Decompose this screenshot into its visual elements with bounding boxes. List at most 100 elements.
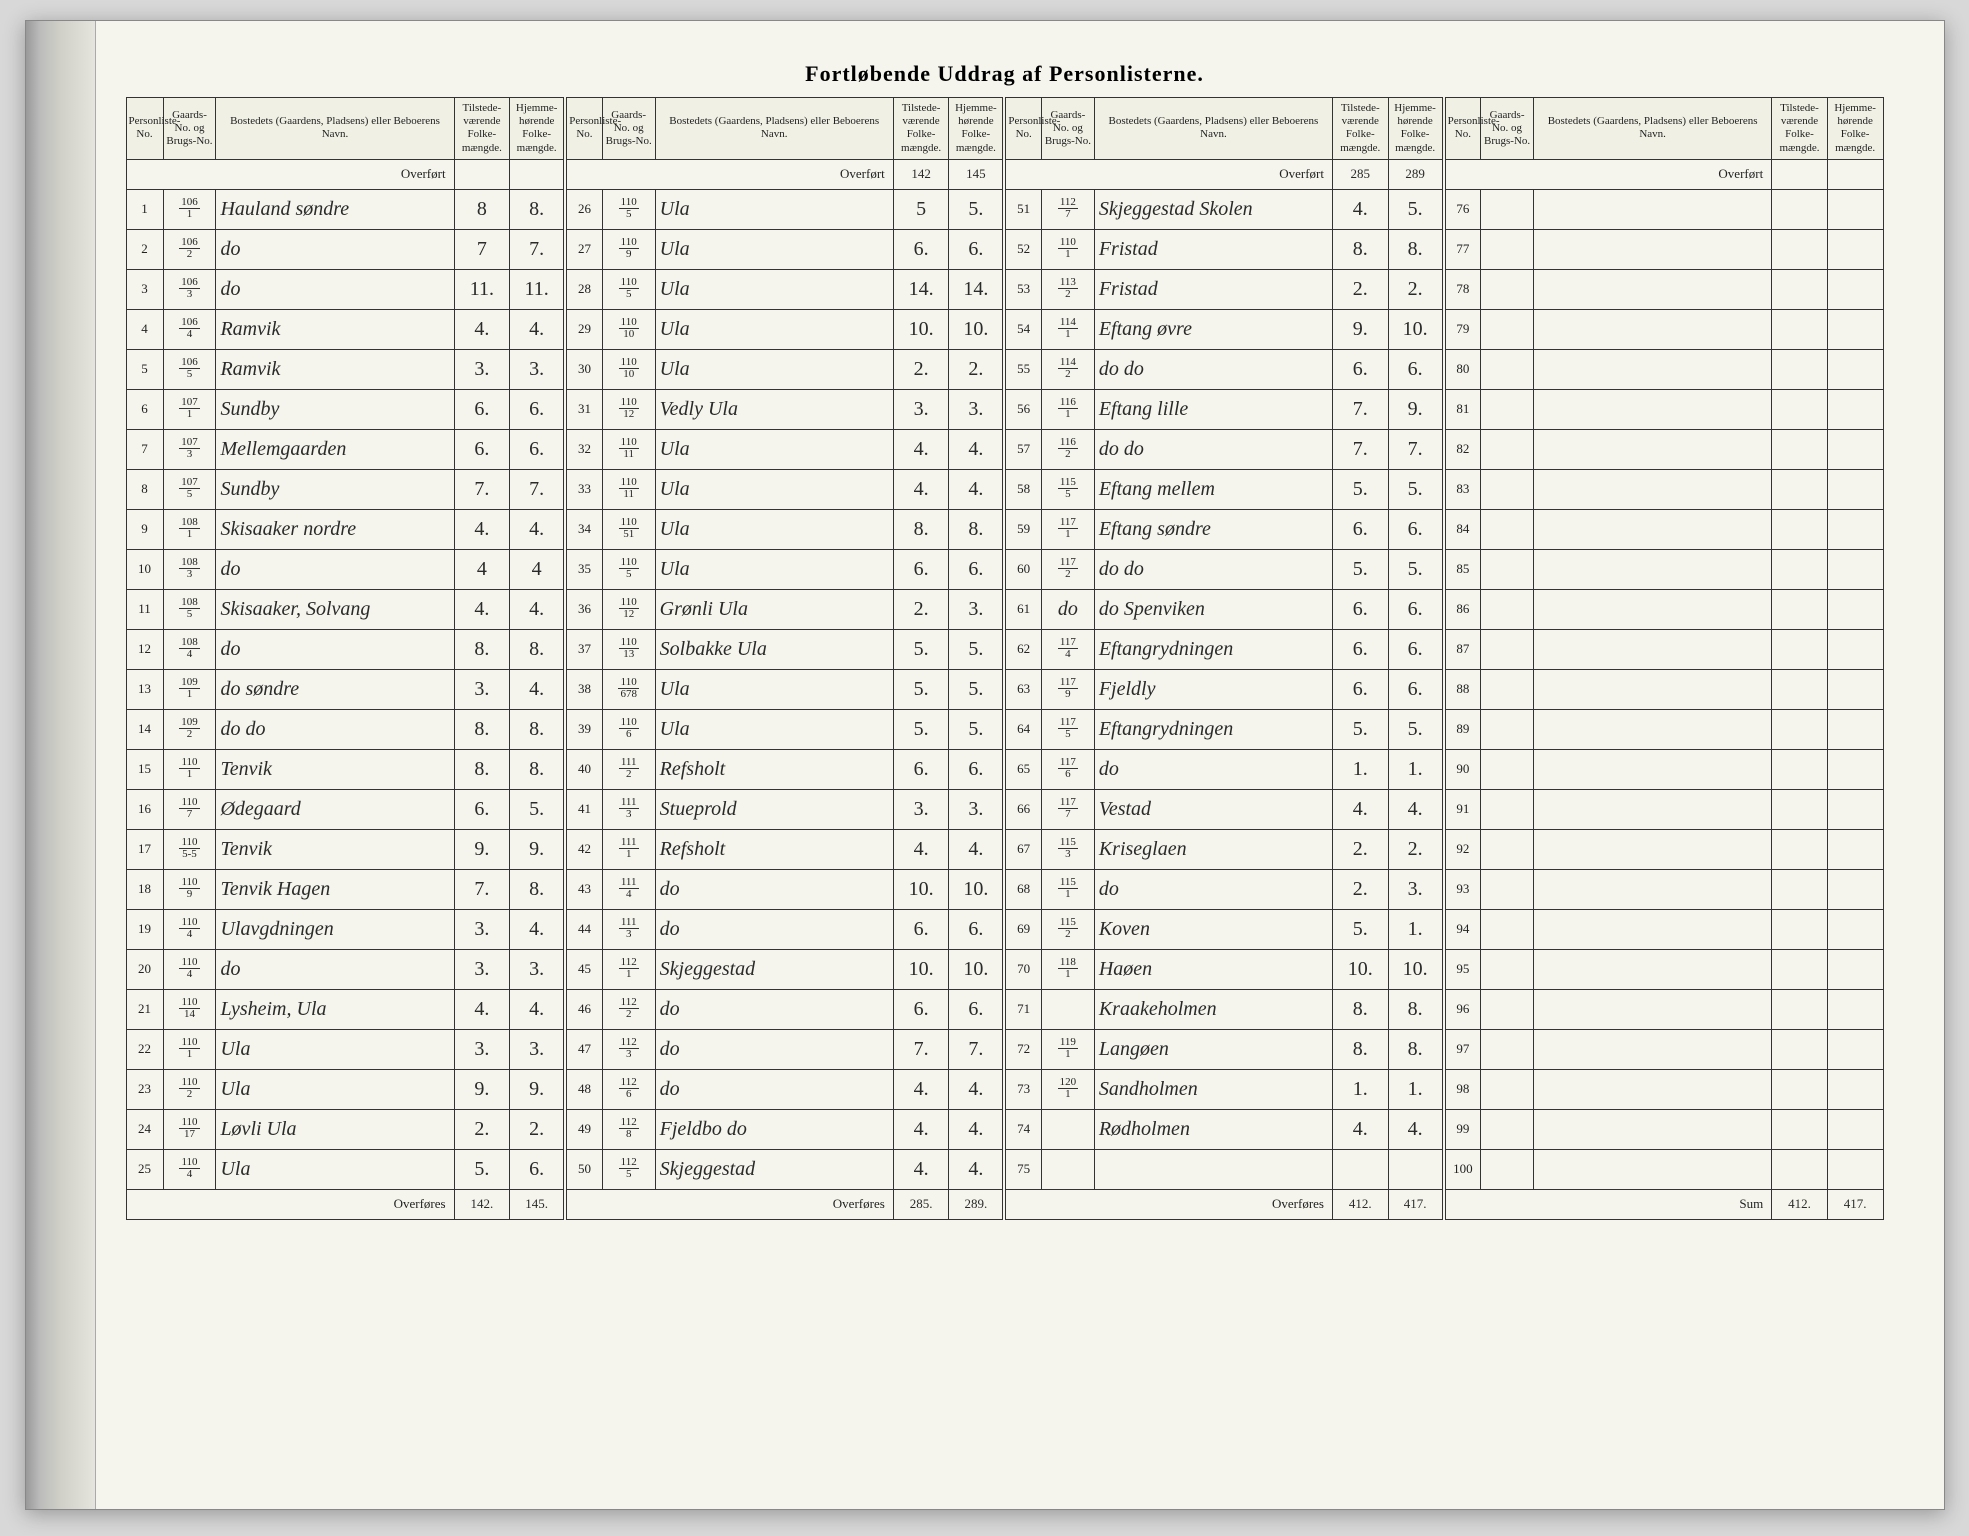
cell-name: Skjeggestad: [655, 949, 893, 989]
cell-pn: 16: [126, 789, 163, 829]
cell-name: [1534, 989, 1772, 1029]
table-row: 181109Tenvik Hagen7.8.431114do10.10.6811…: [126, 869, 1883, 909]
cell-t: 11.: [454, 269, 510, 309]
cell-t: 6.: [893, 749, 949, 789]
cell-name: Haøen: [1094, 949, 1332, 989]
cell-h: [1827, 989, 1883, 1029]
cell-t: 8: [454, 189, 510, 229]
cell-name: Skisaaker nordre: [216, 509, 454, 549]
cell-h: 7.: [510, 469, 566, 509]
cell-name: [1534, 269, 1772, 309]
cell-gn: 1113: [602, 909, 655, 949]
cell-h: [1827, 309, 1883, 349]
cell-h: [1827, 669, 1883, 709]
overfort-h: 145: [949, 159, 1005, 189]
cell-h: 4.: [949, 429, 1005, 469]
cell-pn: 27: [565, 229, 602, 269]
cell-name: do: [655, 1069, 893, 1109]
cell-pn: 67: [1004, 829, 1041, 869]
cell-h: [1827, 549, 1883, 589]
cell-gn: [1481, 389, 1534, 429]
cell-h: [1388, 1149, 1444, 1189]
cell-gn: [1041, 1149, 1094, 1189]
cell-h: 11.: [510, 269, 566, 309]
cell-gn: 1111: [602, 829, 655, 869]
table-row: 221101Ula3.3.471123do7.7.721191Langøen8.…: [126, 1029, 1883, 1069]
cell-gn: 11017: [163, 1109, 216, 1149]
cell-h: [1827, 1029, 1883, 1069]
cell-name: [1534, 229, 1772, 269]
cell-h: 5.: [949, 709, 1005, 749]
cell-name: [1534, 309, 1772, 349]
cell-pn: 20: [126, 949, 163, 989]
cell-h: 6.: [510, 429, 566, 469]
cell-t: [1772, 509, 1828, 549]
cell-t: 5.: [893, 709, 949, 749]
cell-pn: 30: [565, 349, 602, 389]
cell-h: 4.: [510, 509, 566, 549]
cell-gn: 1101: [1041, 229, 1094, 269]
cell-name: Rødholmen: [1094, 1109, 1332, 1149]
cell-gn: 1101: [163, 1029, 216, 1069]
overfores-h: 145.: [510, 1189, 566, 1219]
cell-gn: [1481, 789, 1534, 829]
cell-pn: 90: [1444, 749, 1481, 789]
cell-pn: 91: [1444, 789, 1481, 829]
cell-pn: 99: [1444, 1109, 1481, 1149]
cell-h: 5.: [949, 629, 1005, 669]
cell-name: [1534, 749, 1772, 789]
cell-gn: 1101: [163, 749, 216, 789]
cell-gn: 11012: [602, 389, 655, 429]
cell-pn: 69: [1004, 909, 1041, 949]
header-pn: Personliste-No.: [126, 98, 163, 160]
cell-t: [1772, 389, 1828, 429]
cell-t: 14.: [893, 269, 949, 309]
cell-t: 5.: [1332, 469, 1388, 509]
header-h: Hjemme-hørende Folke-mængde.: [510, 98, 566, 160]
cell-name: [1534, 1109, 1772, 1149]
cell-h: 3.: [949, 589, 1005, 629]
cell-pn: 58: [1004, 469, 1041, 509]
cell-gn: 1104: [163, 949, 216, 989]
cell-h: 1.: [1388, 909, 1444, 949]
cell-pn: 53: [1004, 269, 1041, 309]
cell-t: 6.: [454, 789, 510, 829]
cell-gn: 1177: [1041, 789, 1094, 829]
overfores-label: Overføres: [126, 1189, 454, 1219]
cell-h: 8.: [510, 629, 566, 669]
table-row: 71073Mellemgaarden6.6.3211011Ula4.4.5711…: [126, 429, 1883, 469]
cell-pn: 75: [1004, 1149, 1041, 1189]
cell-h: [1827, 1109, 1883, 1149]
cell-name: Sandholmen: [1094, 1069, 1332, 1109]
cell-t: [1772, 949, 1828, 989]
cell-pn: 81: [1444, 389, 1481, 429]
table-row: 11061Hauland søndre88.261105Ula55.511127…: [126, 189, 1883, 229]
cell-h: 4.: [510, 309, 566, 349]
ledger-page: Fortløbende Uddrag af Personlisterne. Pe…: [25, 20, 1945, 1510]
cell-t: 10.: [893, 309, 949, 349]
cell-t: 6.: [1332, 669, 1388, 709]
cell-name: do: [655, 1029, 893, 1069]
cell-gn: 1127: [1041, 189, 1094, 229]
cell-h: 4.: [1388, 789, 1444, 829]
cell-pn: 68: [1004, 869, 1041, 909]
cell-pn: 34: [565, 509, 602, 549]
cell-gn: 1162: [1041, 429, 1094, 469]
cell-gn: [1481, 549, 1534, 589]
cell-gn: 1142: [1041, 349, 1094, 389]
cell-h: 3.: [1388, 869, 1444, 909]
header-name: Bostedets (Gaardens, Pladsens) eller Beb…: [1094, 98, 1332, 160]
cell-pn: 82: [1444, 429, 1481, 469]
cell-gn: 1073: [163, 429, 216, 469]
overfort-t: 285: [1332, 159, 1388, 189]
cell-t: 6.: [1332, 589, 1388, 629]
cell-pn: 54: [1004, 309, 1041, 349]
cell-name: [1534, 189, 1772, 229]
cell-pn: 63: [1004, 669, 1041, 709]
cell-name: Skjeggestad Skolen: [1094, 189, 1332, 229]
cell-pn: 70: [1004, 949, 1041, 989]
cell-name: Ula: [655, 229, 893, 269]
cell-t: [1772, 429, 1828, 469]
cell-t: [1772, 309, 1828, 349]
cell-gn: [1481, 1069, 1534, 1109]
